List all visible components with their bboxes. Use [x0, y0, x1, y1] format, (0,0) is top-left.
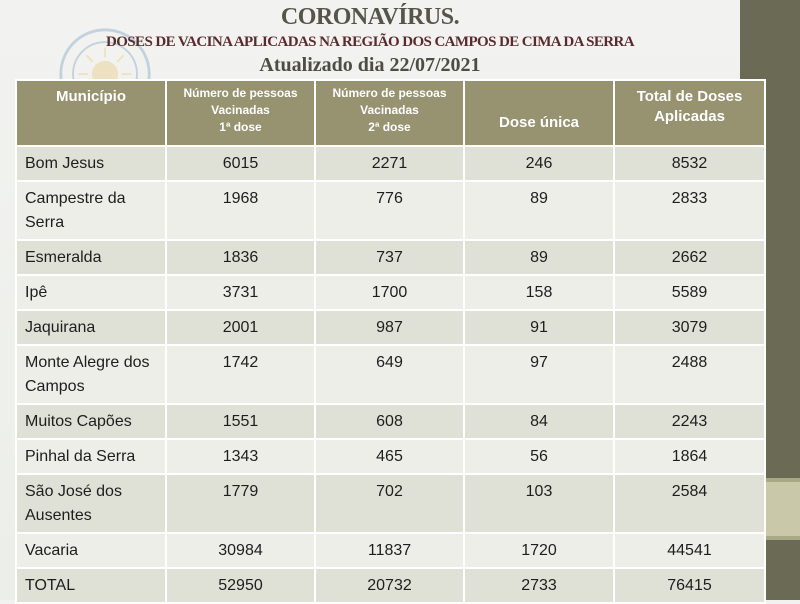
header-total: Total de Doses Aplicadas: [613, 79, 766, 147]
cell-municipio: Ipê: [15, 274, 167, 311]
cell-total: 2488: [613, 344, 766, 405]
cell-dose2: 649: [314, 344, 465, 405]
cell-total: 3079: [613, 309, 766, 346]
cell-dose1: 1343: [165, 438, 316, 475]
table-row: Ipê 3731 1700 158 5589: [15, 274, 766, 311]
cell-municipio: São José dos Ausentes: [15, 473, 167, 534]
table-row: Campestre da Serra 1968 776 89 2833: [15, 180, 766, 241]
header-dose2: Número de pessoas Vacinadas 2ª dose: [314, 79, 465, 147]
table-row: Esmeralda 1836 737 89 2662: [15, 239, 766, 276]
cell-unica: 84: [463, 403, 615, 440]
table-row: Bom Jesus 6015 2271 246 8532: [15, 145, 766, 182]
cell-dose1: 3731: [165, 274, 316, 311]
page-title: CORONAVÍRUS.: [280, 4, 460, 30]
cell-unica: 89: [463, 239, 615, 276]
page-subtitle: DOSES DE VACINA APLICADAS NA REGIÃO DOS …: [106, 34, 635, 50]
cell-dose2: 776: [314, 180, 465, 241]
table-row: Pinhal da Serra 1343 465 56 1864: [15, 438, 766, 475]
cell-municipio: Jaquirana: [15, 309, 167, 346]
cell-dose2: 2271: [314, 145, 465, 182]
cell-dose1: 2001: [165, 309, 316, 346]
cell-dose1: 52950: [165, 567, 316, 604]
cell-total: 44541: [613, 532, 766, 569]
cell-dose2: 987: [314, 309, 465, 346]
cell-unica: 89: [463, 180, 615, 241]
cell-total: 2584: [613, 473, 766, 534]
cell-total: 8532: [613, 145, 766, 182]
header-dose1: Número de pessoas Vacinadas 1ª dose: [165, 79, 316, 147]
cell-municipio: Monte Alegre dos Campos: [15, 344, 167, 405]
cell-municipio: Bom Jesus: [15, 145, 167, 182]
cell-dose2: 465: [314, 438, 465, 475]
table-row: Muitos Capões 1551 608 84 2243: [15, 403, 766, 440]
cell-unica: 246: [463, 145, 615, 182]
table-total-row: TOTAL 52950 20732 2733 76415: [15, 567, 766, 604]
cell-dose1: 1779: [165, 473, 316, 534]
cell-dose2: 1700: [314, 274, 465, 311]
update-date: Atualizado dia 22/07/2021: [259, 54, 481, 76]
table-header-row: Município Número de pessoas Vacinadas 1ª…: [15, 79, 766, 147]
cell-unica: 158: [463, 274, 615, 311]
header-dose-unica: Dose única: [463, 79, 615, 147]
table-row: São José dos Ausentes 1779 702 103 2584: [15, 473, 766, 534]
cell-municipio: TOTAL: [15, 567, 167, 604]
cell-total: 1864: [613, 438, 766, 475]
cell-dose1: 1551: [165, 403, 316, 440]
cell-unica: 91: [463, 309, 615, 346]
cell-unica: 97: [463, 344, 615, 405]
cell-dose2: 11837: [314, 532, 465, 569]
table-row: Monte Alegre dos Campos 1742 649 97 2488: [15, 344, 766, 405]
cell-total: 2833: [613, 180, 766, 241]
cell-total: 76415: [613, 567, 766, 604]
cell-municipio: Esmeralda: [15, 239, 167, 276]
cell-municipio: Pinhal da Serra: [15, 438, 167, 475]
vaccination-table: Município Número de pessoas Vacinadas 1ª…: [15, 79, 766, 604]
cell-municipio: Muitos Capões: [15, 403, 167, 440]
cell-unica: 2733: [463, 567, 615, 604]
cell-total: 2243: [613, 403, 766, 440]
cell-dose1: 6015: [165, 145, 316, 182]
cell-dose2: 608: [314, 403, 465, 440]
cell-unica: 56: [463, 438, 615, 475]
cell-dose1: 1742: [165, 344, 316, 405]
cell-dose2: 702: [314, 473, 465, 534]
table-row: Vacaria 30984 11837 1720 44541: [15, 532, 766, 569]
cell-municipio: Vacaria: [15, 532, 167, 569]
header-municipio: Município: [15, 79, 167, 147]
cell-total: 5589: [613, 274, 766, 311]
cell-unica: 1720: [463, 532, 615, 569]
cell-dose2: 20732: [314, 567, 465, 604]
cell-total: 2662: [613, 239, 766, 276]
cell-dose1: 1836: [165, 239, 316, 276]
cell-dose1: 30984: [165, 532, 316, 569]
cell-unica: 103: [463, 473, 615, 534]
cell-dose1: 1968: [165, 180, 316, 241]
cell-dose2: 737: [314, 239, 465, 276]
table-row: Jaquirana 2001 987 91 3079: [15, 309, 766, 346]
cell-municipio: Campestre da Serra: [15, 180, 167, 241]
